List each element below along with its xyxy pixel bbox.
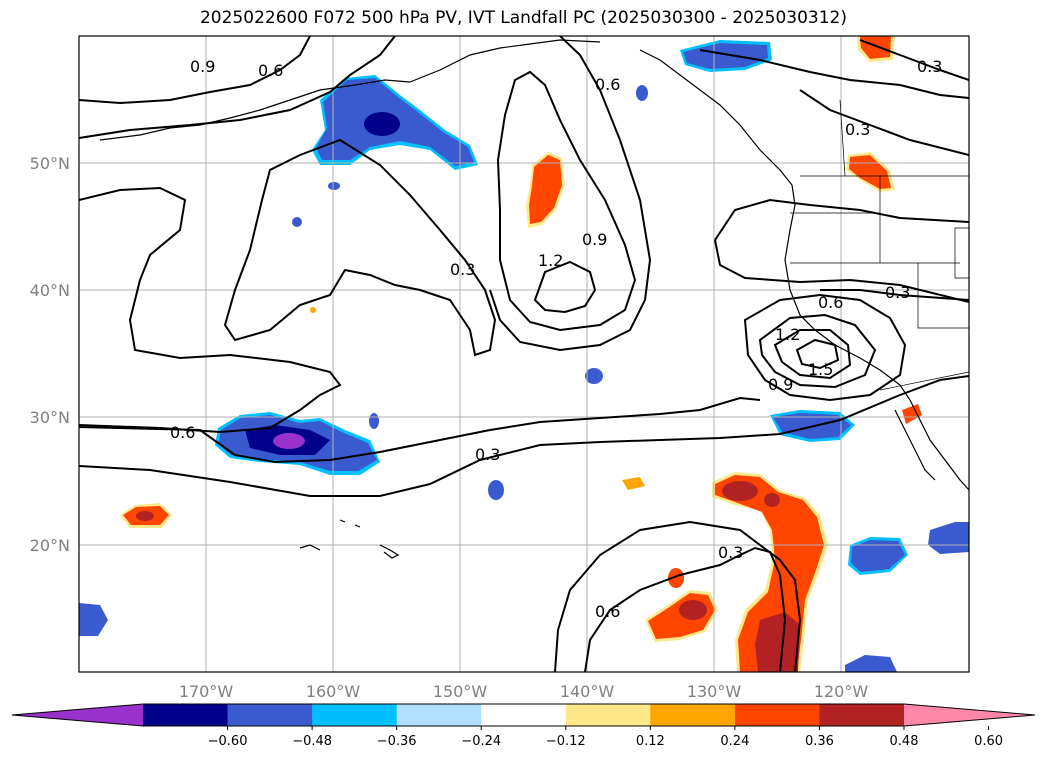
colorbar-tick-label: −0.12 [546,734,586,749]
colorbar-segment [227,704,313,726]
contour-label: 0.6 [170,423,195,442]
colorbar-tick-label: −0.24 [461,734,501,749]
contour-label: 0.6 [818,293,843,312]
contour-label: 0.3 [475,445,500,464]
colorbar-tick-label: 0.24 [720,734,749,749]
colorbar-segment [396,704,482,726]
contour-label: 0.3 [450,260,475,279]
pv-contours [79,36,969,672]
lon-label: 130°W [687,682,742,701]
contour-label: 1.2 [538,251,563,270]
lat-label: 50°N [30,154,70,173]
political-borders [790,99,969,391]
longitude-labels: 170°W 160°W 150°W 140°W 130°W 120°W [179,682,869,701]
contour-label: 0.3 [885,283,910,302]
lon-label: 140°W [560,682,615,701]
colorbar-extend-max [904,704,1035,726]
coastlines [99,39,969,559]
lon-label: 120°W [814,682,869,701]
colorbar-segment [565,704,651,726]
lon-label: 160°W [306,682,361,701]
contour-label: 1.5 [808,360,833,379]
colorbar-segment [734,704,820,726]
colorbar-tick-label: 0.60 [974,734,1003,749]
contour-label: 1.2 [775,325,800,344]
colorbar-segment [312,704,398,726]
contour-label: 0.9 [190,57,215,76]
contour-label: 0.3 [917,57,942,76]
lon-label: 170°W [179,682,234,701]
contour-label: 0.9 [582,230,607,249]
lat-label: 30°N [30,408,70,427]
lat-label: 40°N [30,281,70,300]
colorbar-segment [481,704,567,726]
colorbar-tick-label: 0.48 [890,734,919,749]
colorbar-tick-label: 0.36 [805,734,834,749]
map-title: 2025022600 F072 500 hPa PV, IVT Landfall… [199,8,847,28]
contour-label: 0.6 [595,602,620,621]
map-frame [78,35,970,673]
latitude-labels: 50°N 40°N 30°N 20°N [30,154,70,555]
map-area [79,36,969,672]
colorbar-segment [819,704,905,726]
lat-label: 20°N [30,536,70,555]
graticule [79,36,969,672]
lon-label: 150°W [433,682,488,701]
colorbar-extend-min [12,704,143,726]
contour-label: 0.6 [258,61,283,80]
colorbar-tick-label: 0.12 [636,734,665,749]
contour-label: 0.3 [718,543,743,562]
contour-label: 0.3 [845,120,870,139]
colorbar-segment [650,704,736,726]
contour-labels: 0.9 0.6 0.6 0.3 0.3 0.9 1.2 0.3 0.6 0.3 … [170,57,942,621]
colorbar: −0.60 −0.48 −0.36 −0.24 −0.12 0.12 0.24 0.36 0.4… [11,703,1036,749]
colorbar-segment [143,704,229,726]
colorbar-tick-label: −0.36 [377,734,417,749]
colorbar-tick-label: −0.60 [208,734,248,749]
colorbar-outline [11,703,1036,727]
contour-label: 0.6 [595,75,620,94]
colorbar-tick-label: −0.48 [292,734,332,749]
contour-label: 0.9 [768,375,793,394]
